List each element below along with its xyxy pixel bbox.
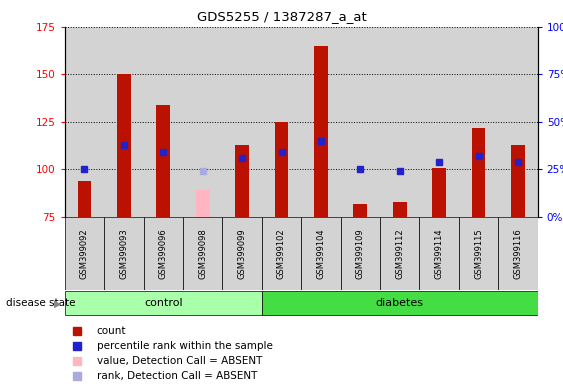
- Bar: [419, 217, 459, 290]
- Bar: [65, 291, 262, 316]
- Bar: [511, 145, 525, 217]
- Bar: [301, 217, 341, 290]
- Text: GDS5255 / 1387287_a_at: GDS5255 / 1387287_a_at: [196, 10, 367, 23]
- Text: GSM399098: GSM399098: [198, 228, 207, 279]
- Bar: [183, 217, 222, 290]
- Text: GSM399116: GSM399116: [513, 228, 522, 279]
- Bar: [432, 167, 446, 217]
- Text: GSM399102: GSM399102: [277, 228, 286, 279]
- Bar: [275, 122, 288, 217]
- Text: GSM399109: GSM399109: [356, 228, 365, 279]
- Text: percentile rank within the sample: percentile rank within the sample: [97, 341, 272, 351]
- Text: GSM399093: GSM399093: [119, 228, 128, 279]
- Text: GSM399104: GSM399104: [316, 228, 325, 279]
- Bar: [65, 217, 104, 290]
- Bar: [196, 190, 209, 217]
- Text: GSM399112: GSM399112: [395, 228, 404, 279]
- Bar: [104, 217, 144, 290]
- Bar: [341, 27, 380, 217]
- Bar: [419, 27, 459, 217]
- Bar: [262, 217, 301, 290]
- Bar: [235, 145, 249, 217]
- Text: disease state: disease state: [6, 298, 75, 308]
- Text: GSM399092: GSM399092: [80, 228, 89, 279]
- Text: count: count: [97, 326, 126, 336]
- Bar: [183, 27, 222, 217]
- Text: control: control: [144, 298, 182, 308]
- Bar: [498, 27, 538, 217]
- Bar: [157, 105, 170, 217]
- Bar: [380, 217, 419, 290]
- Text: GSM399115: GSM399115: [474, 228, 483, 279]
- Bar: [498, 217, 538, 290]
- Text: value, Detection Call = ABSENT: value, Detection Call = ABSENT: [97, 356, 262, 366]
- Bar: [262, 27, 301, 217]
- Bar: [459, 217, 498, 290]
- Text: diabetes: diabetes: [376, 298, 424, 308]
- Text: ▶: ▶: [55, 298, 62, 308]
- Text: GSM399114: GSM399114: [435, 228, 444, 279]
- Bar: [341, 217, 380, 290]
- Bar: [459, 27, 498, 217]
- Bar: [262, 291, 538, 316]
- Bar: [314, 46, 328, 217]
- Text: rank, Detection Call = ABSENT: rank, Detection Call = ABSENT: [97, 371, 257, 381]
- Bar: [354, 204, 367, 217]
- Bar: [222, 27, 262, 217]
- Bar: [78, 181, 91, 217]
- Bar: [380, 27, 419, 217]
- Bar: [144, 217, 183, 290]
- Bar: [144, 27, 183, 217]
- Bar: [222, 217, 262, 290]
- Text: GSM399099: GSM399099: [238, 228, 247, 279]
- Bar: [301, 27, 341, 217]
- Bar: [104, 27, 144, 217]
- Bar: [65, 27, 104, 217]
- Bar: [117, 74, 131, 217]
- Bar: [393, 202, 406, 217]
- Bar: [472, 127, 485, 217]
- Text: GSM399096: GSM399096: [159, 228, 168, 279]
